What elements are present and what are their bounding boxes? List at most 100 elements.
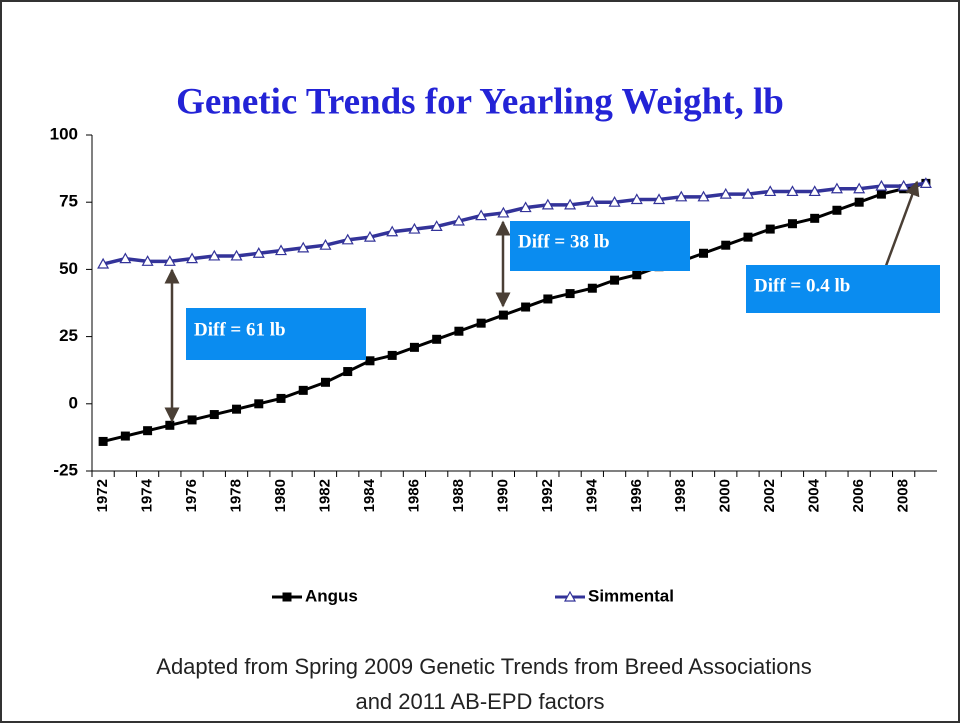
data-point bbox=[632, 270, 642, 280]
data-point bbox=[586, 195, 599, 207]
data-point bbox=[830, 182, 843, 194]
data-point bbox=[341, 233, 354, 245]
data-point bbox=[252, 247, 265, 258]
data-point bbox=[343, 367, 353, 377]
plot: -25 0 25 50 75 100 1972 1974 1976 1978 1980 1982 198… bbox=[50, 124, 937, 605]
x-tick-label: 2006 bbox=[850, 479, 867, 512]
data-point bbox=[875, 179, 888, 191]
data-point bbox=[209, 410, 219, 420]
x-tick-label: 1982 bbox=[316, 479, 333, 512]
data-point bbox=[386, 225, 399, 237]
data-point bbox=[119, 252, 132, 264]
data-point bbox=[97, 257, 110, 269]
data-point bbox=[476, 318, 486, 328]
data-point bbox=[409, 342, 419, 352]
data-point bbox=[498, 310, 508, 320]
legend-label: Angus bbox=[305, 586, 358, 605]
data-point bbox=[232, 404, 242, 414]
data-point bbox=[519, 201, 532, 213]
data-point bbox=[675, 190, 688, 202]
y-tick-label: 75 bbox=[59, 192, 78, 211]
data-point bbox=[319, 238, 332, 250]
x-tick-label: 1980 bbox=[272, 479, 289, 512]
footnote: and 2011 AB-EPD factors bbox=[355, 689, 604, 714]
data-point bbox=[653, 193, 666, 205]
data-point bbox=[408, 222, 421, 234]
data-point bbox=[876, 189, 886, 199]
data-point bbox=[163, 255, 176, 266]
data-point bbox=[808, 185, 821, 197]
x-tick-label: 1988 bbox=[450, 479, 467, 512]
legend-marker bbox=[282, 592, 292, 602]
data-point bbox=[387, 350, 397, 360]
data-point bbox=[365, 356, 375, 366]
data-point bbox=[230, 249, 243, 261]
x-tick-label: 1990 bbox=[494, 479, 511, 512]
data-point bbox=[187, 415, 197, 425]
series-line bbox=[102, 181, 927, 266]
data-point bbox=[608, 195, 621, 207]
data-point bbox=[452, 214, 465, 226]
annotation-label: Diff = 61 lb bbox=[194, 319, 286, 340]
data-point bbox=[853, 182, 866, 194]
data-point bbox=[120, 431, 130, 441]
data-point bbox=[587, 283, 597, 293]
y-tick-label: 100 bbox=[50, 124, 78, 143]
y-tick-label: 25 bbox=[59, 326, 78, 345]
footnote: Adapted from Spring 2009 Genetic Trends … bbox=[156, 654, 811, 679]
data-point bbox=[320, 377, 330, 387]
legend-label: Simmental bbox=[588, 586, 674, 605]
data-point bbox=[699, 248, 709, 258]
x-tick-label: 1976 bbox=[183, 479, 200, 512]
x-tick-label: 1996 bbox=[628, 479, 645, 512]
annotation-box bbox=[746, 265, 940, 313]
data-point bbox=[810, 213, 820, 223]
legend-marker bbox=[563, 590, 577, 602]
data-point bbox=[165, 420, 175, 430]
annotation-label: Diff = 0.4 lb bbox=[754, 275, 850, 296]
x-tick-label: 1986 bbox=[405, 479, 422, 512]
data-point bbox=[186, 252, 199, 264]
data-point bbox=[697, 190, 710, 202]
x-tick-label: 1994 bbox=[583, 478, 600, 512]
data-point bbox=[497, 206, 510, 218]
data-point bbox=[297, 241, 310, 253]
x-tick-label: 2004 bbox=[806, 478, 823, 512]
data-point bbox=[98, 436, 108, 446]
data-point bbox=[543, 294, 553, 304]
data-point bbox=[719, 187, 732, 199]
data-point bbox=[143, 426, 153, 436]
data-point bbox=[430, 220, 443, 231]
x-tick-label: 1978 bbox=[228, 479, 245, 512]
data-point bbox=[854, 197, 864, 207]
x-tick-label: 1984 bbox=[361, 478, 378, 512]
y-tick-label: -25 bbox=[53, 460, 78, 479]
chart-title: Genetic Trends for Yearling Weight, lb bbox=[176, 81, 784, 122]
data-point bbox=[141, 255, 154, 266]
data-point bbox=[741, 187, 755, 199]
y-tick-label: 50 bbox=[59, 259, 78, 278]
x-tick-label: 2002 bbox=[761, 479, 778, 512]
data-point bbox=[454, 326, 464, 336]
data-point bbox=[541, 198, 554, 210]
annotations: Diff = 61 lb Diff = 38 lb Diff = 0.4 lb bbox=[186, 221, 940, 360]
data-point bbox=[475, 209, 488, 221]
data-point bbox=[786, 185, 799, 197]
data-point bbox=[254, 399, 264, 409]
data-point bbox=[832, 205, 842, 215]
data-point bbox=[787, 219, 797, 229]
x-tick-label: 1992 bbox=[539, 479, 556, 512]
x-tick-label: 1972 bbox=[94, 479, 111, 512]
x-tick-label: 2000 bbox=[717, 479, 734, 512]
data-point bbox=[564, 198, 577, 210]
y-tick-label: 0 bbox=[69, 393, 78, 412]
x-tick-label: 2008 bbox=[895, 479, 912, 512]
annotation-label: Diff = 38 lb bbox=[518, 231, 610, 252]
data-point bbox=[565, 289, 575, 299]
data-point bbox=[276, 393, 286, 403]
data-point bbox=[765, 224, 775, 234]
data-point bbox=[274, 244, 288, 256]
data-point bbox=[610, 275, 620, 285]
data-point bbox=[721, 240, 731, 250]
